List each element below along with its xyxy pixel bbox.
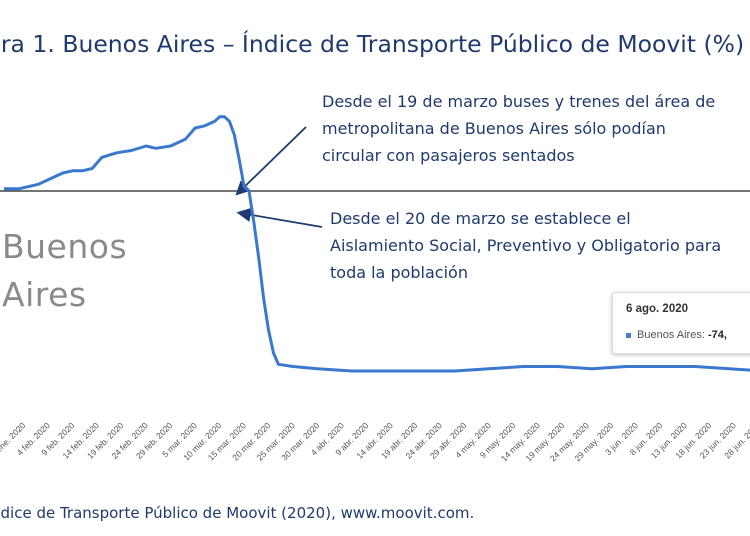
annotation-line: metropolitana de Buenos Aires sólo podía… — [322, 119, 666, 138]
legend-swatch — [626, 332, 631, 338]
annotation-20-marzo: Desde el 20 de marzo se establece el Ais… — [330, 205, 721, 286]
annotation-line: Desde el 20 de marzo se establece el — [330, 209, 631, 228]
tooltip-date: 6 ago. 2020 — [626, 303, 689, 315]
annotation-line: toda la población — [330, 263, 468, 282]
annotation-line: circular con pasajeros sentados — [322, 146, 575, 165]
annotation-19-marzo: Desde el 19 de marzo buses y trenes del … — [322, 88, 715, 169]
annotation-line: Aislamiento Social, Preventivo y Obligat… — [330, 236, 722, 255]
annotation-line: Desde el 19 de marzo buses y trenes del … — [322, 92, 716, 111]
tooltip-series-name: Buenos Aires: — [637, 329, 708, 341]
tooltip-value: -74, — [707, 329, 727, 341]
series-line-buenos-aires — [4, 115, 750, 373]
arrow-1 — [235, 126, 307, 196]
region-label-line: Buenos — [2, 227, 128, 266]
chart-tooltip: 6 ago. 2020 Buenos Aires: -74, — [612, 292, 750, 354]
region-label-line: Aires — [2, 275, 87, 314]
source-note: ndice de Transporte Público de Moovit (2… — [0, 504, 475, 522]
figure-title: ura 1. Buenos Aires – Índice de Transpor… — [0, 30, 745, 58]
tooltip-row: Buenos Aires: -74, — [626, 329, 727, 341]
region-label: Buenos Aires — [2, 223, 127, 319]
